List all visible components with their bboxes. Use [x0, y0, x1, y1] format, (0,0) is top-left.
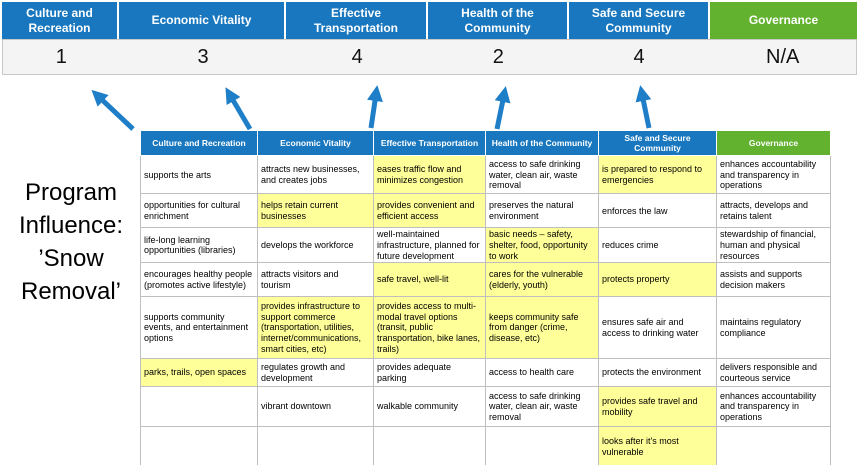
matrix-cell: maintains regulatory compliance	[716, 296, 831, 360]
matrix-cell: attracts, develops and retains talent	[716, 193, 831, 229]
matrix-body: supports the arts attracts new businesses…	[140, 155, 831, 465]
matrix-cell: cares for the vulnerable (elderly, youth…	[485, 262, 599, 298]
matrix-cell: assists and supports decision makers	[716, 262, 831, 298]
matrix-column-header: Safe and Secure Community	[598, 129, 717, 157]
matrix-cell: vibrant downtown	[257, 386, 374, 428]
matrix-table: Culture and Recreation Economic Vitality E…	[140, 129, 831, 465]
matrix-column-header: Effective Transportation	[373, 129, 486, 157]
scoreboard-score: 4	[633, 45, 645, 68]
scoreboard-scores: 1 3 4 2 4 N/A	[2, 39, 857, 75]
arrow-up-icon	[91, 89, 135, 131]
matrix-cell: stewardship of financial, human and phys…	[716, 227, 831, 264]
scoreboard-column-label: Economic Vitality	[119, 2, 286, 39]
matrix-row: life-long learning opportunities (librar…	[140, 227, 831, 264]
matrix-cell: helps retain current businesses	[257, 193, 374, 229]
page-title: Program Influence: ’Snow Removal’	[18, 179, 124, 305]
matrix-cell: enhances accountability and transparency…	[716, 386, 831, 428]
matrix-cell: looks after it's most vulnerable	[598, 426, 717, 465]
scoreboard-score: 2	[492, 45, 504, 68]
matrix-cell: well-maintained infrastructure, planned …	[373, 227, 486, 264]
matrix-cell: opportunities for cultural enrichment	[140, 193, 258, 229]
scoreboard-header: Culture and Recreation Economic Vitality E…	[2, 2, 857, 39]
matrix-cell: encourages healthy people (promotes acti…	[140, 262, 258, 298]
matrix-cell: provides access to multi-modal travel op…	[373, 296, 486, 360]
matrix-cell: provides convenient and efficient access	[373, 193, 486, 229]
matrix-cell: walkable community	[373, 386, 486, 428]
arrow-up-icon	[367, 85, 383, 129]
scoreboard-score: N/A	[766, 45, 800, 68]
matrix-cell: supports the arts	[140, 155, 258, 195]
matrix-column-header: Health of the Community	[485, 129, 599, 157]
scoreboard-column-label: Safe and Secure Community	[569, 2, 710, 39]
matrix-cell: parks, trails, open spaces	[140, 358, 258, 388]
scoreboard-score: 1	[55, 45, 67, 68]
matrix-cell: ensures safe air and access to drinking …	[598, 296, 717, 360]
matrix-cell	[140, 426, 258, 465]
matrix-cell: attracts visitors and tourism	[257, 262, 374, 298]
matrix-column-header: Economic Vitality	[257, 129, 374, 157]
matrix-cell: delivers responsible and courteous servi…	[716, 358, 831, 388]
arrow-up-icon	[225, 87, 253, 131]
matrix-cell: provides adequate parking	[373, 358, 486, 388]
matrix-cell: protects the environment	[598, 358, 717, 388]
matrix-header-row: Culture and Recreation Economic Vitality E…	[140, 129, 831, 157]
matrix-cell: enforces the law	[598, 193, 717, 229]
scoreboard-score: 4	[351, 45, 363, 68]
matrix-row: vibrant downtown walkable community access…	[140, 386, 831, 428]
matrix-row: looks after it's most vulnerable	[140, 426, 831, 465]
matrix-row: parks, trails, open spaces regulates grow…	[140, 358, 831, 388]
matrix-cell	[716, 426, 831, 465]
scoreboard-column-label: Effective Transportation	[286, 2, 428, 39]
matrix-cell: keeps community safe from danger (crime,…	[485, 296, 599, 360]
matrix-column-header: Governance	[716, 129, 831, 157]
matrix-cell: enhances accountability and transparency…	[716, 155, 831, 195]
scoreboard-column-label: Health of the Community	[428, 2, 569, 39]
matrix-cell: basic needs – safety, shelter, food, opp…	[485, 227, 599, 264]
matrix-row: supports the arts attracts new businesses…	[140, 155, 831, 195]
matrix-cell: attracts new businesses, and creates job…	[257, 155, 374, 195]
matrix-cell	[373, 426, 486, 465]
matrix-cell	[140, 386, 258, 428]
arrow-up-icon	[494, 86, 511, 130]
matrix-cell: access to safe drinking water, clean air…	[485, 155, 599, 195]
scoreboard-score: 3	[197, 45, 209, 68]
matrix-cell: provides infrastructure to support comme…	[257, 296, 374, 360]
scoreboard-column-label: Culture and Recreation	[2, 2, 119, 39]
matrix-cell: protects property	[598, 262, 717, 298]
matrix-cell: regulates growth and development	[257, 358, 374, 388]
matrix-cell: life-long learning opportunities (librar…	[140, 227, 258, 264]
matrix-cell: safe travel, well-lit	[373, 262, 486, 298]
matrix-cell	[257, 426, 374, 465]
matrix-row: opportunities for cultural enrichment hel…	[140, 193, 831, 229]
matrix-column-header: Culture and Recreation	[140, 129, 258, 157]
influence-matrix: Culture and Recreation Economic Vitality E…	[140, 129, 831, 465]
matrix-cell: access to safe drinking water, clean air…	[485, 386, 599, 428]
scoreboard-column-label: Governance	[710, 2, 857, 39]
matrix-cell: preserves the natural environment	[485, 193, 599, 229]
matrix-cell: supports community events, and entertain…	[140, 296, 258, 360]
matrix-cell: provides safe travel and mobility	[598, 386, 717, 428]
matrix-cell: reduces crime	[598, 227, 717, 264]
matrix-cell: is prepared to respond to emergencies	[598, 155, 717, 195]
matrix-cell: develops the workforce	[257, 227, 374, 264]
matrix-cell: eases traffic flow and minimizes congest…	[373, 155, 486, 195]
matrix-row: encourages healthy people (promotes acti…	[140, 262, 831, 298]
arrow-up-icon	[635, 85, 652, 129]
matrix-cell: access to health care	[485, 358, 599, 388]
matrix-row: supports community events, and entertain…	[140, 296, 831, 360]
matrix-cell	[485, 426, 599, 465]
